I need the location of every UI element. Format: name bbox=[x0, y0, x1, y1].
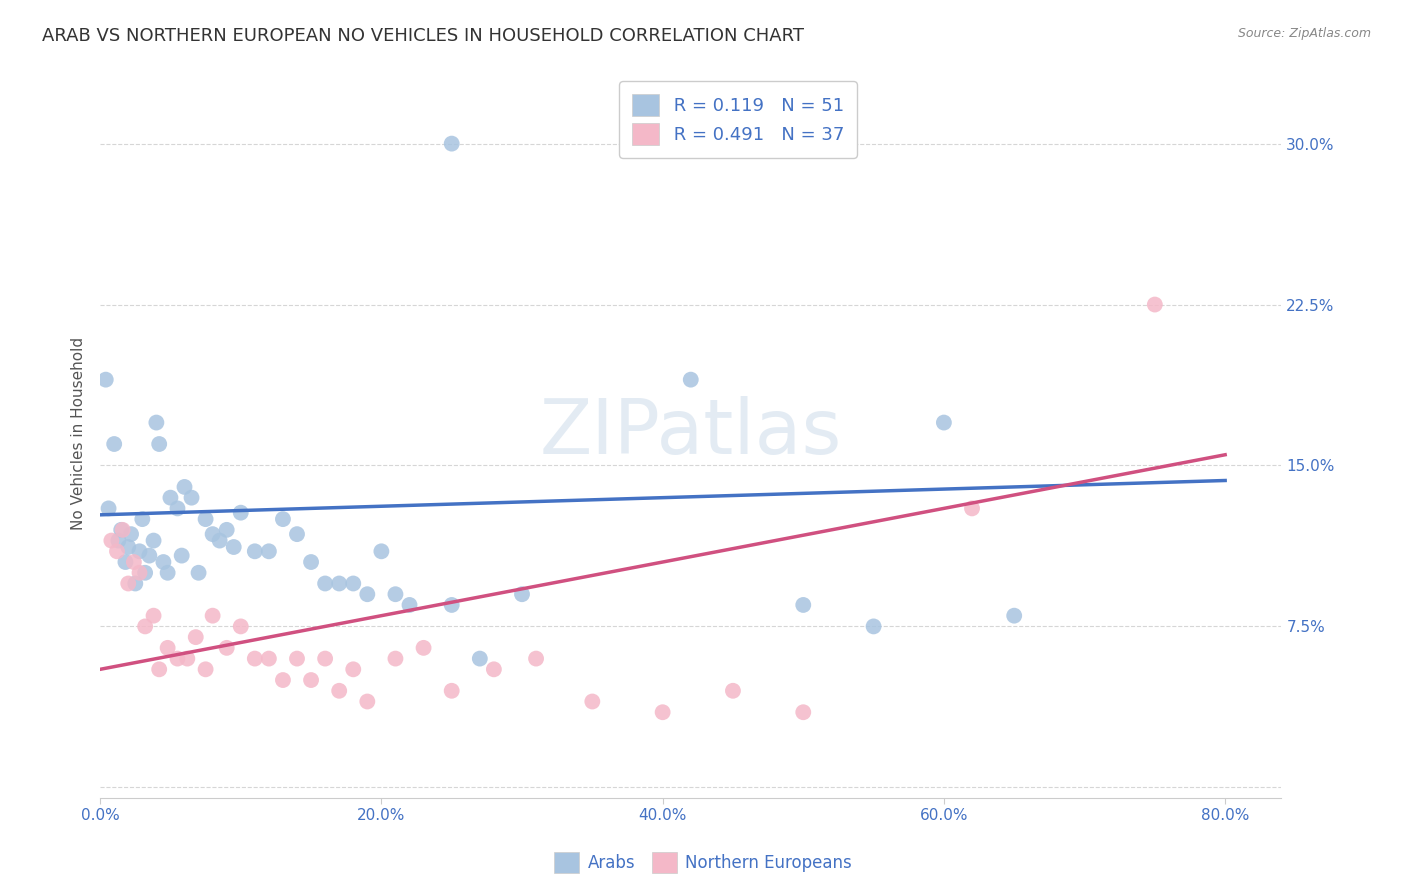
Point bbox=[229, 619, 252, 633]
Point bbox=[257, 544, 280, 558]
Point bbox=[134, 566, 156, 580]
Point bbox=[120, 527, 142, 541]
Point bbox=[679, 373, 702, 387]
Text: ARAB VS NORTHERN EUROPEAN NO VEHICLES IN HOUSEHOLD CORRELATION CHART: ARAB VS NORTHERN EUROPEAN NO VEHICLES IN… bbox=[42, 27, 804, 45]
Point bbox=[107, 533, 129, 548]
Point bbox=[117, 540, 139, 554]
Point bbox=[792, 598, 814, 612]
Point bbox=[105, 544, 128, 558]
Point bbox=[148, 662, 170, 676]
Point bbox=[960, 501, 983, 516]
Point bbox=[215, 640, 238, 655]
Point bbox=[111, 523, 134, 537]
Point bbox=[194, 662, 217, 676]
Point bbox=[201, 608, 224, 623]
Point bbox=[152, 555, 174, 569]
Text: Source: ZipAtlas.com: Source: ZipAtlas.com bbox=[1237, 27, 1371, 40]
Point bbox=[148, 437, 170, 451]
Point bbox=[398, 598, 420, 612]
Point bbox=[208, 533, 231, 548]
Point bbox=[440, 598, 463, 612]
Point bbox=[257, 651, 280, 665]
Point bbox=[314, 651, 336, 665]
Point bbox=[100, 533, 122, 548]
Point bbox=[128, 566, 150, 580]
Point bbox=[510, 587, 533, 601]
Point bbox=[156, 566, 179, 580]
Point bbox=[412, 640, 434, 655]
Point bbox=[581, 694, 603, 708]
Point bbox=[173, 480, 195, 494]
Point bbox=[468, 651, 491, 665]
Point bbox=[194, 512, 217, 526]
Point bbox=[97, 501, 120, 516]
Y-axis label: No Vehicles in Household: No Vehicles in Household bbox=[72, 336, 86, 530]
Point bbox=[285, 651, 308, 665]
Point bbox=[932, 416, 955, 430]
Point bbox=[222, 540, 245, 554]
Point bbox=[180, 491, 202, 505]
Point bbox=[124, 576, 146, 591]
Point bbox=[285, 527, 308, 541]
Point bbox=[1002, 608, 1025, 623]
Point bbox=[356, 587, 378, 601]
Point bbox=[184, 630, 207, 644]
Point bbox=[176, 651, 198, 665]
Point bbox=[229, 506, 252, 520]
Point bbox=[156, 640, 179, 655]
Point bbox=[215, 523, 238, 537]
Point bbox=[721, 683, 744, 698]
Point bbox=[271, 673, 294, 687]
Point bbox=[117, 576, 139, 591]
Point bbox=[524, 651, 547, 665]
Point bbox=[370, 544, 392, 558]
Point bbox=[356, 694, 378, 708]
Point bbox=[440, 136, 463, 151]
Point bbox=[166, 501, 188, 516]
Point bbox=[440, 683, 463, 698]
Point bbox=[243, 651, 266, 665]
Point bbox=[145, 416, 167, 430]
Point bbox=[122, 555, 145, 569]
Point bbox=[792, 705, 814, 719]
Point bbox=[142, 608, 165, 623]
Point bbox=[384, 587, 406, 601]
Point bbox=[243, 544, 266, 558]
Point bbox=[142, 533, 165, 548]
Point bbox=[482, 662, 505, 676]
Legend: Arabs, Northern Europeans: Arabs, Northern Europeans bbox=[547, 846, 859, 880]
Point bbox=[187, 566, 209, 580]
Point bbox=[128, 544, 150, 558]
Point bbox=[131, 512, 153, 526]
Point bbox=[114, 555, 136, 569]
Point bbox=[94, 373, 117, 387]
Point bbox=[271, 512, 294, 526]
Point bbox=[328, 683, 350, 698]
Point bbox=[342, 662, 364, 676]
Point bbox=[299, 673, 322, 687]
Point bbox=[1143, 297, 1166, 311]
Point bbox=[384, 651, 406, 665]
Point bbox=[314, 576, 336, 591]
Point bbox=[103, 437, 125, 451]
Point bbox=[159, 491, 181, 505]
Point bbox=[862, 619, 884, 633]
Legend:  R = 0.119   N = 51,  R = 0.491   N = 37: R = 0.119 N = 51, R = 0.491 N = 37 bbox=[619, 81, 856, 158]
Point bbox=[299, 555, 322, 569]
Point bbox=[651, 705, 673, 719]
Point bbox=[110, 523, 132, 537]
Point bbox=[328, 576, 350, 591]
Point bbox=[342, 576, 364, 591]
Text: ZIPatlas: ZIPatlas bbox=[540, 396, 842, 470]
Point bbox=[134, 619, 156, 633]
Point bbox=[138, 549, 160, 563]
Point bbox=[166, 651, 188, 665]
Point bbox=[201, 527, 224, 541]
Point bbox=[170, 549, 193, 563]
